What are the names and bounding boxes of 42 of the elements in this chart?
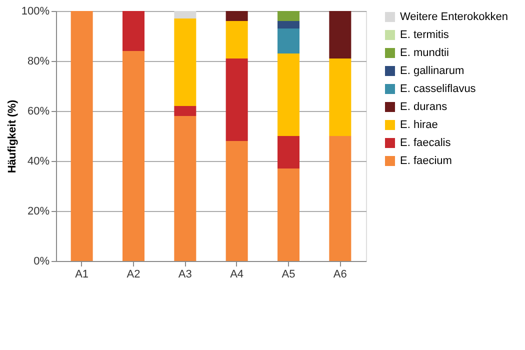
- y-tick-label: 0%: [34, 256, 50, 268]
- x-tick-label: A6: [333, 268, 347, 280]
- y-tick-label: 100%: [21, 6, 50, 18]
- x-tick-label: A1: [75, 268, 89, 280]
- x-tick-label: A5: [282, 268, 296, 280]
- x-tick-label: A3: [178, 268, 192, 280]
- bar: [329, 136, 352, 261]
- x-tick-label: A4: [230, 268, 244, 280]
- bar: [278, 28, 300, 54]
- y-tick-label: 40%: [27, 156, 50, 168]
- legend-label: E. casseliflavus: [400, 83, 476, 95]
- legend-label: E. mundtii: [400, 47, 449, 59]
- legend-label: E. hirae: [400, 119, 438, 131]
- bar: [226, 58, 248, 141]
- bar: [278, 54, 300, 136]
- bar: [278, 136, 300, 168]
- bar: [226, 141, 248, 261]
- legend-label: E. faecalis: [400, 137, 452, 149]
- bar: [226, 11, 248, 21]
- bar: [174, 11, 196, 18]
- legend-label: E. termitis: [400, 29, 450, 41]
- bar: [122, 51, 144, 261]
- y-tick-label: 20%: [27, 206, 50, 218]
- y-tick-label: 60%: [27, 106, 50, 118]
- bar: [329, 58, 352, 136]
- legend-label: Weitere Enterokokken: [400, 11, 508, 23]
- legend-label: E. durans: [400, 101, 448, 113]
- bar: [174, 116, 196, 261]
- legend-label: E. gallinarum: [400, 65, 464, 77]
- bar: [329, 11, 352, 58]
- bar: [278, 168, 300, 261]
- legend-label: E. faecium: [400, 155, 452, 167]
- bar: [278, 21, 300, 28]
- y-axis-title: Häufigkeit (%): [6, 100, 18, 174]
- bar: [70, 11, 93, 261]
- y-tick-label: 80%: [27, 56, 50, 68]
- bar: [226, 21, 248, 58]
- bar: [278, 11, 300, 21]
- bar: [174, 106, 196, 116]
- bar: [174, 18, 196, 106]
- x-tick-label: A2: [126, 268, 140, 280]
- bar: [122, 11, 144, 51]
